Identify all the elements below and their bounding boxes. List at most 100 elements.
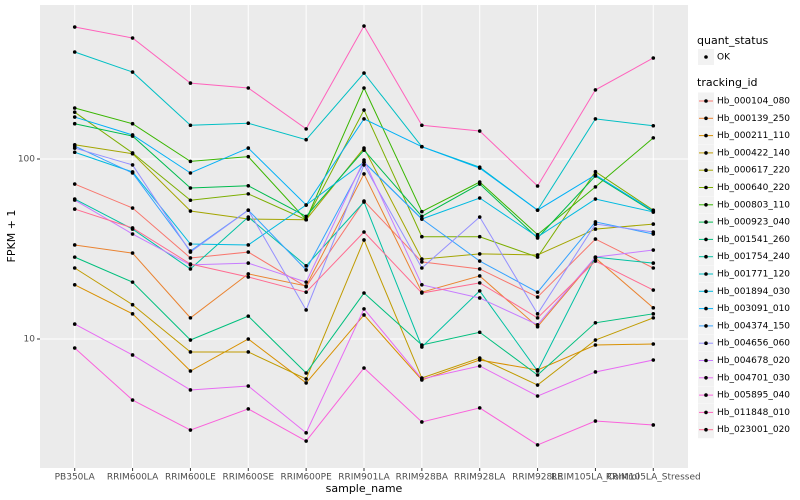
data-point [420, 283, 424, 287]
data-point [304, 264, 308, 268]
data-point [477, 252, 482, 256]
data-point [420, 123, 424, 128]
legend-label: Hb_004656_060 [717, 339, 790, 349]
data-point [72, 255, 77, 259]
data-point [188, 350, 193, 354]
data-point [651, 266, 656, 270]
legend-point [704, 133, 708, 138]
data-point [72, 146, 77, 150]
data-point [362, 117, 366, 121]
data-point [246, 384, 251, 388]
data-point [535, 290, 540, 294]
data-point [362, 291, 366, 295]
data-point [420, 257, 424, 261]
data-point [72, 106, 77, 110]
data-point [593, 343, 598, 347]
legend-label: Hb_000104_080 [717, 97, 790, 107]
data-point [593, 338, 598, 342]
data-point [651, 312, 656, 316]
y-tick-label: 100 [18, 154, 35, 164]
data-point [477, 267, 482, 271]
data-point [651, 209, 656, 213]
data-point [362, 71, 366, 75]
data-point [420, 217, 424, 221]
x-tick-label: RRIM600LA [107, 473, 159, 483]
data-point [130, 280, 135, 284]
data-point [420, 377, 424, 381]
data-point [246, 250, 251, 254]
data-point [535, 235, 540, 239]
data-point [593, 370, 598, 374]
data-point [130, 226, 135, 230]
data-point [188, 171, 193, 175]
x-tick-label: RRIM105LA_Control [551, 473, 640, 483]
data-point [420, 420, 424, 424]
data-point [246, 243, 251, 247]
data-point [477, 182, 482, 186]
legend-point [704, 376, 708, 380]
data-point [420, 234, 424, 239]
data-point [477, 364, 482, 368]
data-point [188, 316, 193, 320]
legend-label: Hb_011848_010 [717, 408, 790, 418]
data-point [304, 308, 308, 312]
data-point [362, 366, 366, 370]
x-tick-label: RRIM928LE [512, 473, 563, 483]
data-point [651, 316, 656, 320]
legend-point [704, 168, 708, 172]
data-point [362, 307, 366, 311]
legend-label: Hb_000640_220 [717, 183, 790, 193]
data-point [246, 272, 251, 276]
data-point [246, 208, 251, 212]
legend-title: quant_status [697, 34, 769, 47]
data-point [72, 346, 77, 350]
data-point [593, 185, 598, 189]
data-point [362, 313, 366, 317]
data-point [362, 200, 366, 204]
data-point [246, 314, 251, 318]
data-point [535, 316, 540, 320]
data-point [130, 121, 135, 126]
data-point [477, 259, 482, 263]
data-point [188, 369, 193, 373]
data-point [535, 394, 540, 398]
x-tick-label: PB350LA [55, 473, 96, 483]
data-point [246, 261, 251, 265]
legend-label: Hb_001894_030 [717, 287, 790, 297]
data-point [593, 169, 598, 174]
data-point [535, 295, 540, 299]
data-point [651, 261, 656, 265]
legend-point [704, 55, 708, 59]
data-point [246, 192, 251, 196]
data-point [246, 154, 251, 159]
data-point [188, 338, 193, 342]
data-point [535, 312, 540, 316]
data-point [477, 129, 482, 133]
data-point [130, 398, 135, 402]
data-point [420, 266, 424, 270]
data-point [477, 281, 482, 285]
data-point [535, 373, 540, 377]
legend-title: tracking_id [697, 76, 758, 89]
legend-label: Hb_003091_010 [717, 304, 790, 314]
y-tick-label: 10 [24, 334, 36, 344]
data-point [130, 163, 135, 167]
data-point [304, 431, 308, 435]
legend-label: Hb_000617_220 [717, 166, 790, 176]
legend-label: Hb_004678_020 [717, 356, 790, 366]
data-point [477, 274, 482, 278]
data-point [593, 88, 598, 92]
data-point [304, 371, 308, 375]
data-point [420, 144, 424, 149]
data-point [362, 86, 366, 90]
legend-point [704, 185, 708, 190]
data-point [72, 322, 77, 326]
data-point [651, 56, 656, 60]
data-point [651, 306, 656, 310]
x-tick-label: RRIM928BA [396, 473, 449, 483]
data-point [477, 289, 482, 293]
data-point [304, 268, 308, 272]
data-point [304, 290, 308, 294]
legend-point [704, 393, 708, 397]
